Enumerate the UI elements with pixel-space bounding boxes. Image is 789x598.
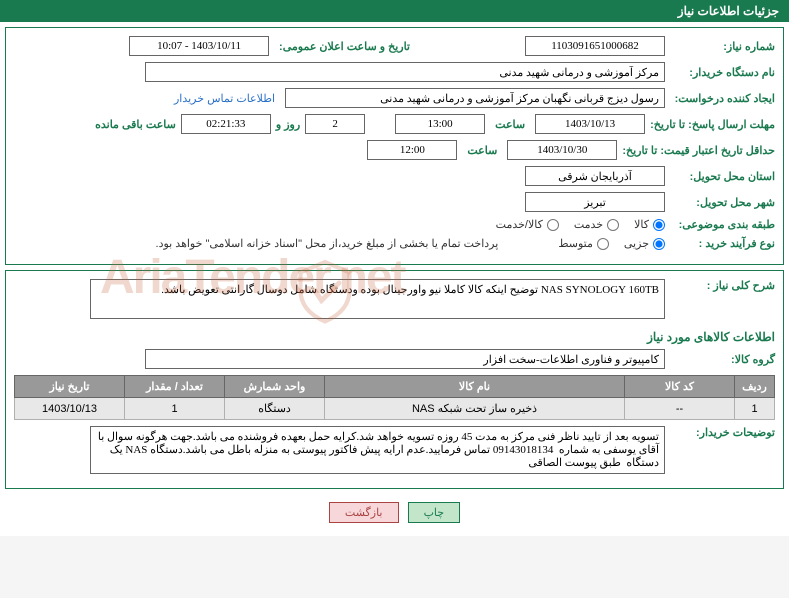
cell-unit: دستگاه	[225, 398, 325, 420]
col-code: کد کالا	[625, 376, 735, 398]
radio-khadamat[interactable]	[607, 219, 619, 231]
time-label-1: ساعت	[490, 118, 530, 131]
process-type-label: نوع فرآیند خرید :	[670, 237, 775, 250]
subject-class-label: طبقه بندی موضوعی:	[670, 218, 775, 231]
announce-datetime-label: تاریخ و ساعت اعلان عمومی:	[274, 40, 415, 53]
col-row: ردیف	[735, 376, 775, 398]
cell-num: 1	[735, 398, 775, 420]
product-group-field[interactable]	[145, 349, 665, 369]
validity-label: حداقل تاریخ اعتبار قیمت: تا تاریخ:	[622, 144, 775, 157]
radio-kala[interactable]	[653, 219, 665, 231]
radio-motavaset[interactable]	[597, 238, 609, 250]
col-unit: واحد شمارش	[225, 376, 325, 398]
radio-motavaset-label: متوسط	[558, 237, 593, 250]
validity-date-field[interactable]	[507, 140, 617, 160]
province-field[interactable]	[525, 166, 665, 186]
buyer-notes-label: توضیحات خریدار:	[670, 426, 775, 439]
cell-qty: 1	[125, 398, 225, 420]
radio-jozi[interactable]	[653, 238, 665, 250]
radio-khadamat-label: خدمت	[574, 218, 603, 231]
radio-kala-khadamat-label: کالا/خدمت	[496, 218, 543, 231]
col-qty: تعداد / مقدار	[125, 376, 225, 398]
city-field[interactable]	[525, 192, 665, 212]
announce-datetime-field[interactable]	[129, 36, 269, 56]
request-creator-label: ایجاد کننده درخواست:	[670, 92, 775, 105]
buyer-notes-textarea[interactable]	[90, 426, 665, 474]
cell-name: ذخیره ساز تحت شبکه NAS	[325, 398, 625, 420]
product-group-label: گروه کالا:	[670, 353, 775, 366]
radio-kala-label: کالا	[634, 218, 649, 231]
main-info-section: شماره نیاز: تاریخ و ساعت اعلان عمومی: نا…	[5, 27, 784, 265]
process-radio-group: جزیی متوسط پرداخت تمام یا بخشی از مبلغ خ…	[156, 237, 665, 250]
col-name: نام کالا	[325, 376, 625, 398]
buyer-org-label: نام دستگاه خریدار:	[670, 66, 775, 79]
city-label: شهر محل تحویل:	[670, 196, 775, 209]
days-remaining-field[interactable]	[305, 114, 365, 134]
action-buttons: چاپ بازگشت	[5, 494, 784, 531]
radio-kala-khadamat[interactable]	[547, 219, 559, 231]
items-table: ردیف کد کالا نام کالا واحد شمارش تعداد /…	[14, 375, 775, 420]
desc-label: شرح کلی نیاز :	[670, 279, 775, 292]
contact-info-link[interactable]: اطلاعات تماس خریدار	[174, 92, 275, 105]
table-row: 1 -- ذخیره ساز تحت شبکه NAS دستگاه 1 140…	[15, 398, 775, 420]
cell-date: 1403/10/13	[15, 398, 125, 420]
buyer-org-field[interactable]	[145, 62, 665, 82]
hours-remaining-field[interactable]	[181, 114, 271, 134]
description-section: شرح کلی نیاز : اطلاعات کالاهای مورد نیاز…	[5, 270, 784, 489]
need-number-field[interactable]	[525, 36, 665, 56]
reply-date-field[interactable]	[535, 114, 645, 134]
page-header: جزئیات اطلاعات نیاز	[0, 0, 789, 22]
province-label: استان محل تحویل:	[670, 170, 775, 183]
radio-jozi-label: جزیی	[624, 237, 649, 250]
reply-deadline-label: مهلت ارسال پاسخ: تا تاریخ:	[650, 118, 775, 131]
print-button[interactable]: چاپ	[408, 502, 461, 523]
validity-time-field[interactable]	[367, 140, 457, 160]
days-suffix-label: روز و	[276, 118, 300, 131]
page-title: جزئیات اطلاعات نیاز	[678, 4, 779, 18]
desc-textarea[interactable]	[90, 279, 665, 319]
request-creator-field[interactable]	[285, 88, 665, 108]
need-number-label: شماره نیاز:	[670, 40, 775, 53]
time-label-2: ساعت	[462, 144, 502, 157]
payment-note: پرداخت تمام یا بخشی از مبلغ خرید،از محل …	[156, 237, 499, 250]
back-button[interactable]: بازگشت	[329, 502, 399, 523]
col-date: تاریخ نیاز	[15, 376, 125, 398]
remaining-suffix-label: ساعت باقی مانده	[95, 118, 176, 131]
cell-code: --	[625, 398, 735, 420]
subject-radio-group: کالا خدمت کالا/خدمت	[496, 218, 665, 231]
reply-time-field[interactable]	[395, 114, 485, 134]
items-section-title: اطلاعات کالاهای مورد نیاز	[14, 325, 775, 349]
